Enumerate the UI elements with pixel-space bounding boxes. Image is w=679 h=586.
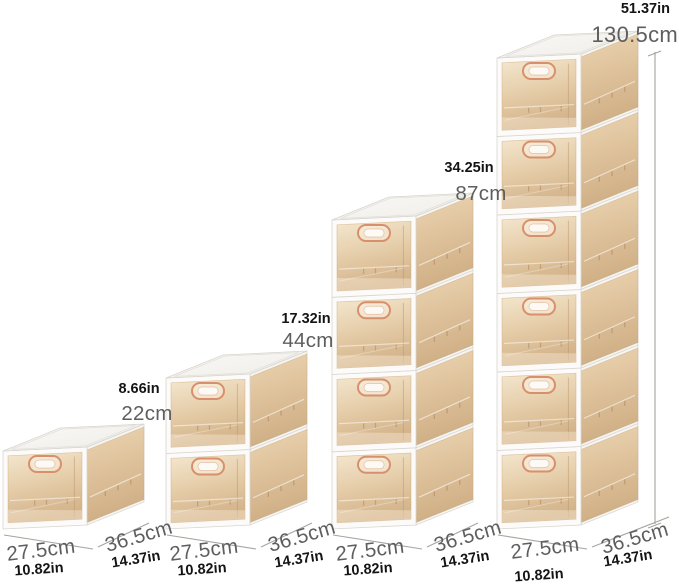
box-handle-icon: [191, 382, 225, 400]
stack-2-dimension-lines: [166, 522, 313, 550]
box-handle-icon: [522, 62, 556, 80]
stack-2-boxes: [165, 350, 308, 530]
box-handle-icon: [357, 455, 391, 474]
stack-1-width-label-in: 10.82in: [13, 560, 65, 580]
box-handle-icon: [522, 454, 556, 473]
stack-3-height-label-cm: 87cm: [455, 181, 507, 205]
height-dimension-line: [647, 50, 662, 529]
box-handle-icon: [357, 301, 391, 320]
box-handle-icon: [191, 457, 225, 476]
stack-1-height-label-in: 8.66in: [118, 380, 160, 397]
stack-4-height-label-in: 51.37in: [620, 0, 670, 17]
box-handle-icon: [522, 297, 556, 316]
stack-1-height-label-cm: 22cm: [121, 401, 173, 425]
stack-3-boxes: [331, 192, 474, 530]
stack-1-boxes: [2, 423, 145, 530]
stack-3-dimension-lines: [332, 522, 479, 550]
box-handle-icon: [357, 224, 391, 242]
box-handle-icon: [357, 378, 391, 397]
box-handle-icon: [522, 219, 556, 237]
stack-3-height-label-in: 34.25in: [444, 159, 494, 176]
box-handle-icon: [28, 455, 62, 473]
stack-4-width-label-cm: 27.5cm: [509, 532, 581, 564]
stack-4-width-label-in: 10.82in: [513, 566, 565, 586]
stack-1-dimension-lines: [3, 522, 150, 550]
stack-3-width-label-in: 10.82in: [342, 560, 394, 580]
stack-4-boxes: [496, 30, 639, 530]
stack-4-dimension-lines: [497, 516, 670, 550]
stack-2-height-label-cm: 44cm: [282, 328, 334, 352]
box-handle-icon: [522, 140, 556, 159]
stack-2-height-label-in: 17.32in: [281, 310, 331, 327]
box-handle-icon: [522, 376, 556, 394]
stack-2-width-label-in: 10.82in: [176, 560, 228, 580]
stack-4-height-label-cm: 130.5cm: [591, 22, 678, 47]
